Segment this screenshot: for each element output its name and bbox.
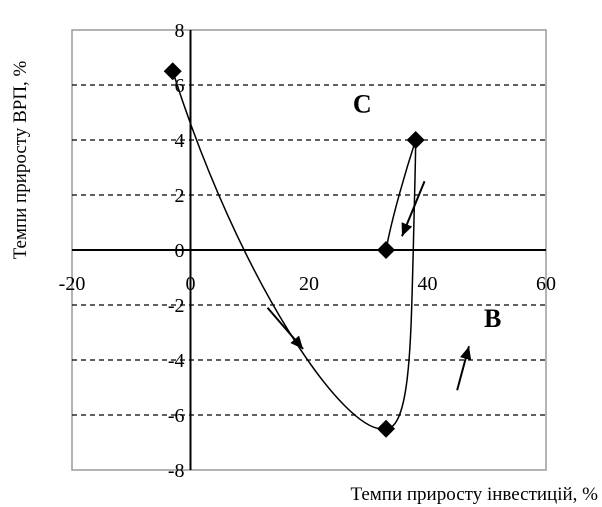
- y-tick-label: -4: [168, 350, 185, 372]
- data-point: [406, 131, 425, 149]
- arrow: [401, 180, 426, 237]
- direction-arrows: [266, 180, 472, 391]
- arrow: [456, 345, 472, 391]
- arrow-head: [290, 335, 304, 349]
- y-tick-label: 4: [175, 130, 185, 152]
- data-point: [163, 62, 182, 81]
- data-point: [377, 419, 396, 438]
- annotation-label: C: [353, 90, 372, 119]
- arrow-head: [401, 222, 413, 237]
- axes: [72, 30, 546, 470]
- annotation-label: B: [484, 304, 501, 333]
- arrow-head: [460, 346, 472, 361]
- series: [163, 62, 425, 438]
- x-tick-label: 0: [186, 273, 196, 295]
- grid-lines: [72, 84, 546, 416]
- x-tick-label: 60: [536, 273, 556, 295]
- x-axis-title: Темпи приросту інвестицій, %: [350, 484, 598, 505]
- x-tick-label: -20: [59, 273, 86, 295]
- x-tick-label: 20: [299, 273, 319, 295]
- y-axis-title: Темпи приросту ВРП, %: [10, 60, 31, 259]
- data-point: [377, 241, 396, 259]
- y-tick-label: 0: [175, 240, 185, 262]
- y-tick-label: 8: [175, 20, 185, 42]
- y-tick-label: 2: [175, 185, 185, 207]
- x-tick-label: 40: [418, 273, 438, 295]
- y-tick-label: -6: [168, 405, 185, 427]
- y-tick-label: -8: [168, 460, 185, 482]
- annotations: CB: [353, 90, 501, 334]
- y-tick-label: 6: [175, 75, 185, 97]
- y-tick-label: -2: [168, 295, 185, 317]
- arrow: [266, 307, 304, 350]
